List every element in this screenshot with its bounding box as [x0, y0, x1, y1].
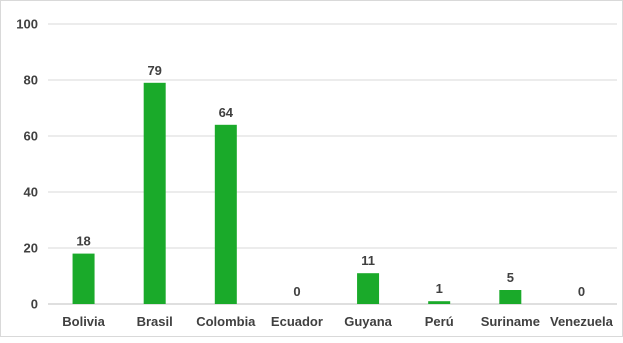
data-label-suriname: 5 [507, 270, 514, 285]
y-tick-label: 40 [24, 185, 38, 200]
data-label-bolivia: 18 [76, 234, 90, 249]
y-axis-tick-labels: 0 20 40 60 80 100 [16, 17, 38, 312]
x-category-label: Perú [425, 314, 454, 329]
x-category-label: Colombia [196, 314, 256, 329]
x-category-label: Venezuela [550, 314, 614, 329]
data-label-colombia: 64 [219, 105, 234, 120]
y-tick-label: 60 [24, 129, 38, 144]
x-category-label: Suriname [481, 314, 540, 329]
data-label-venezuela: 0 [578, 284, 585, 299]
x-category-label: Guyana [344, 314, 392, 329]
data-label-perú: 1 [436, 281, 443, 296]
bar-guyana [357, 273, 380, 304]
y-tick-label: 80 [24, 73, 38, 88]
x-category-label: Ecuador [271, 314, 323, 329]
y-tick-label: 0 [31, 297, 38, 312]
bar-bolivia [72, 253, 95, 304]
x-category-label: Bolivia [62, 314, 105, 329]
data-label-guyana: 11 [361, 253, 375, 268]
x-category-label: Brasil [137, 314, 173, 329]
y-tick-label: 20 [24, 241, 38, 256]
bar-colombia [214, 124, 237, 304]
bar-suriname [499, 290, 522, 304]
data-label-brasil: 79 [147, 63, 161, 78]
x-axis-category-labels: Bolivia Brasil Colombia Ecuador Guyana Perú Su… [62, 314, 613, 329]
gridlines [48, 23, 617, 305]
y-tick-label: 100 [16, 17, 38, 32]
bars [72, 82, 522, 304]
bar-perú [428, 301, 451, 304]
data-label-ecuador: 0 [293, 284, 300, 299]
bar-brasil [143, 82, 166, 304]
